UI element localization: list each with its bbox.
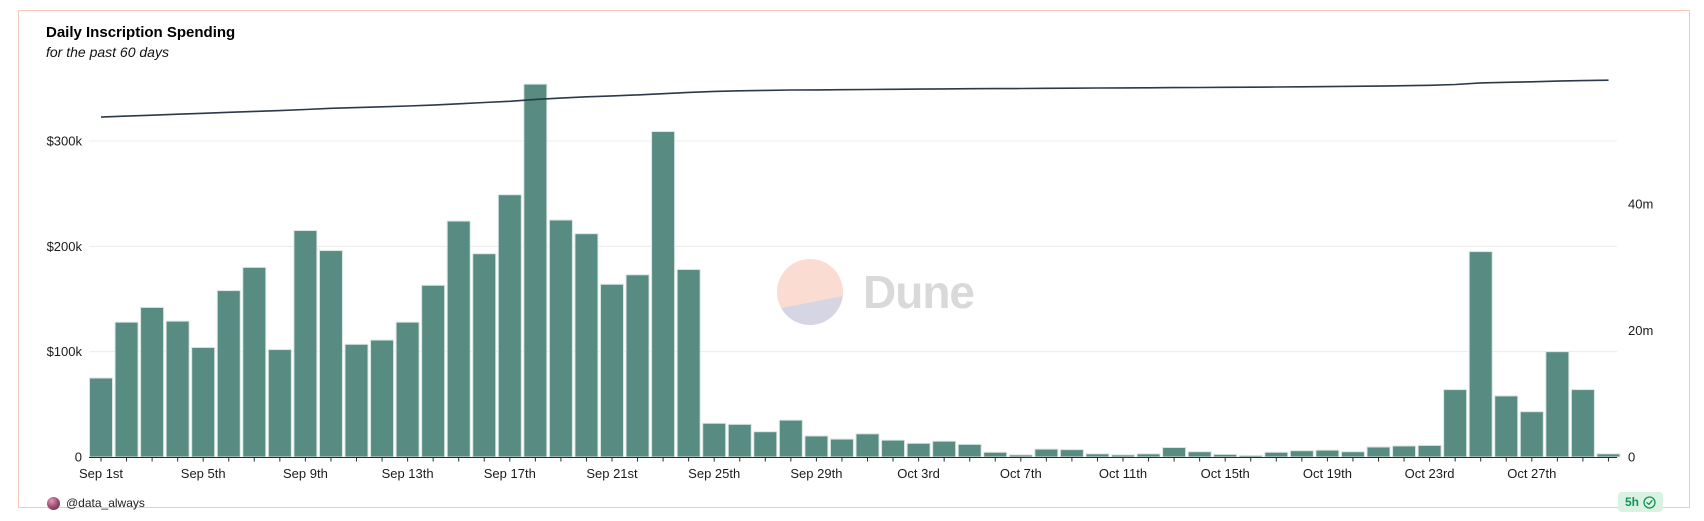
bar[interactable]: [804, 435, 829, 458]
bar[interactable]: [676, 269, 701, 458]
bar[interactable]: [370, 339, 395, 458]
bar[interactable]: [574, 233, 599, 458]
bar[interactable]: [983, 451, 1008, 458]
bar[interactable]: [881, 439, 906, 458]
author-handle: @data_always: [66, 496, 145, 510]
bar[interactable]: [1315, 449, 1340, 458]
bar[interactable]: [140, 306, 165, 458]
bar[interactable]: [1494, 395, 1519, 458]
bar[interactable]: [1570, 389, 1595, 458]
x-axis-label: Oct 15th: [1201, 466, 1250, 481]
author-attribution[interactable]: @data_always: [47, 496, 145, 510]
bar[interactable]: [318, 250, 343, 458]
bar[interactable]: [548, 219, 573, 458]
bar[interactable]: [1340, 451, 1365, 458]
bar[interactable]: [1392, 445, 1417, 458]
x-axis-label: Sep 21st: [586, 466, 638, 481]
bar[interactable]: [1213, 453, 1238, 458]
left-axis-label: $200k: [47, 239, 83, 254]
bar[interactable]: [855, 433, 880, 458]
bar[interactable]: [1545, 351, 1570, 458]
bar[interactable]: [651, 131, 676, 458]
x-axis-label: Sep 5th: [181, 466, 226, 481]
x-axis-label: Sep 25th: [688, 466, 740, 481]
left-axis-label: $300k: [47, 134, 83, 149]
bar[interactable]: [1008, 454, 1033, 458]
bar[interactable]: [932, 440, 957, 458]
bar[interactable]: [1034, 448, 1059, 458]
bar[interactable]: [1187, 451, 1212, 458]
x-axis-label: Oct 19th: [1303, 466, 1352, 481]
bar[interactable]: [1111, 454, 1135, 458]
bar[interactable]: [267, 349, 292, 458]
bar[interactable]: [957, 443, 982, 458]
x-axis-label: Sep 1st: [79, 466, 123, 481]
x-axis-label: Oct 11th: [1099, 466, 1147, 481]
badge-label: 5h: [1624, 495, 1639, 509]
bar[interactable]: [906, 442, 931, 458]
bar[interactable]: [1238, 454, 1263, 458]
x-axis-label: Oct 27th: [1507, 466, 1556, 481]
x-axis-label: Oct 7th: [1000, 466, 1042, 481]
bar[interactable]: [523, 83, 548, 458]
x-axis-label: Sep 13th: [382, 466, 434, 481]
author-avatar: [47, 496, 60, 510]
bar[interactable]: [293, 230, 318, 458]
bar[interactable]: [1519, 411, 1544, 458]
right-y-axis: 0 20m 40m: [1628, 196, 1653, 464]
left-axis-label: $100k: [47, 344, 83, 359]
data-freshness-badge[interactable]: 5h: [1617, 492, 1663, 512]
right-axis-label: 40m: [1628, 196, 1653, 211]
bar[interactable]: [1289, 450, 1314, 458]
bar[interactable]: [421, 284, 446, 458]
x-axis-label: Sep 9th: [283, 466, 328, 481]
bar[interactable]: [778, 419, 803, 458]
bar[interactable]: [472, 253, 497, 458]
bar[interactable]: [625, 274, 650, 458]
bar[interactable]: [1059, 449, 1084, 458]
check-circle-icon: [1643, 495, 1656, 509]
bar[interactable]: [1596, 453, 1621, 458]
bar[interactable]: [1085, 453, 1110, 458]
bar[interactable]: [1366, 446, 1391, 458]
bar[interactable]: [165, 320, 190, 458]
bar[interactable]: [1417, 444, 1442, 458]
bar[interactable]: [89, 377, 113, 458]
bar[interactable]: [446, 220, 471, 458]
gridlines: [89, 140, 1617, 353]
bar[interactable]: [344, 343, 369, 458]
bar[interactable]: [191, 346, 216, 458]
bar[interactable]: [702, 422, 727, 458]
x-axis-label: Oct 23rd: [1405, 466, 1455, 481]
chart-header: Daily Inscription Spending for the past …: [46, 23, 235, 62]
chart-subtitle: for the past 60 days: [46, 44, 169, 60]
chart-title: Daily Inscription Spending: [46, 24, 236, 41]
bar[interactable]: [1468, 251, 1493, 458]
bar[interactable]: [1136, 453, 1161, 458]
bar[interactable]: [600, 283, 624, 458]
bar[interactable]: [216, 290, 241, 458]
right-axis-label: 0: [1628, 450, 1635, 465]
bar[interactable]: [114, 321, 139, 458]
bars-series[interactable]: [89, 83, 1621, 458]
x-axis-label: Sep 29th: [790, 466, 842, 481]
bar[interactable]: [242, 266, 267, 458]
bar[interactable]: [1162, 447, 1187, 458]
x-axis-label: Oct 3rd: [897, 466, 940, 481]
bar[interactable]: [1264, 451, 1289, 458]
bar[interactable]: [829, 438, 854, 458]
bar[interactable]: [753, 431, 778, 458]
x-axis: Sep 1st Sep 5th Sep 9th Sep 13th Sep 17th Sep…: [79, 457, 1617, 481]
left-axis-label: 0: [75, 450, 82, 465]
right-axis-label: 20m: [1628, 323, 1653, 338]
bar[interactable]: [727, 423, 752, 458]
bar[interactable]: [395, 321, 420, 458]
bar[interactable]: [497, 194, 522, 458]
x-axis-label: Sep 17th: [484, 466, 536, 481]
left-y-axis: 0 $100k $200k $300k: [47, 134, 83, 465]
bar[interactable]: [1443, 389, 1468, 458]
cumulative-line: [100, 79, 1609, 118]
